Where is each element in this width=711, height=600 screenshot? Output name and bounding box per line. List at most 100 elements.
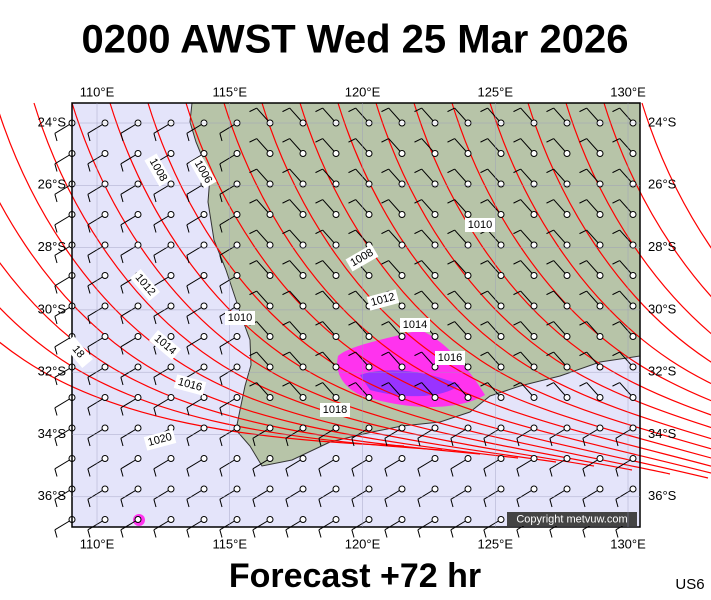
- station: [596, 485, 604, 493]
- barb-flag: [153, 316, 157, 325]
- station: [134, 241, 142, 249]
- station: [530, 485, 538, 493]
- barb-flag: [450, 438, 454, 447]
- isobar-label: 1014: [400, 318, 430, 332]
- barb-flag: [480, 138, 488, 143]
- station: [365, 363, 373, 371]
- barb-flag: [348, 199, 356, 204]
- station: [563, 455, 571, 462]
- barb-flag: [87, 285, 91, 294]
- station: [563, 485, 571, 493]
- barb-flag: [348, 321, 356, 326]
- barb-flag: [381, 260, 389, 265]
- station: [431, 272, 439, 279]
- barb-flag: [414, 199, 422, 204]
- lon-label: 125°E: [477, 536, 513, 551]
- barb-flag: [447, 107, 455, 113]
- barb-flag: [480, 199, 488, 204]
- station: [596, 241, 604, 249]
- station: [233, 516, 241, 523]
- station: [233, 455, 241, 462]
- barb-flag: [285, 529, 289, 538]
- isobar: [489, 102, 711, 385]
- barb-flag: [219, 133, 223, 142]
- barb-flag: [516, 499, 520, 508]
- barb-flag: [546, 260, 554, 265]
- barb-flag: [186, 316, 190, 325]
- station: [167, 455, 175, 462]
- barb-flag: [351, 438, 355, 447]
- station: [299, 363, 307, 371]
- barb-flag: [54, 377, 58, 386]
- station: [464, 272, 472, 279]
- barb-flag: [549, 438, 553, 447]
- lat-label: 26°S: [648, 177, 677, 192]
- barb-flag: [447, 229, 455, 235]
- station: [134, 363, 142, 371]
- barb-flag: [582, 499, 586, 508]
- barb-flag: [546, 107, 554, 113]
- barb-flag: [351, 529, 355, 538]
- station: [266, 455, 274, 462]
- station: [596, 394, 604, 401]
- lon-label: 115°E: [212, 84, 247, 99]
- product-code: US6: [675, 576, 704, 593]
- barb-flag: [285, 438, 289, 447]
- station: [167, 241, 175, 249]
- barb-flag: [219, 346, 223, 355]
- barb-flag: [282, 382, 290, 387]
- barb-flag: [417, 499, 421, 508]
- lat-label: 28°S: [648, 239, 677, 254]
- station: [563, 211, 571, 218]
- station: [596, 302, 604, 310]
- station: [101, 241, 109, 249]
- station: [530, 333, 538, 340]
- barb-flag: [315, 382, 323, 387]
- station: [398, 485, 406, 493]
- barb-flag: [318, 468, 322, 477]
- station: [365, 211, 373, 218]
- barb-flag: [546, 290, 554, 296]
- station: [431, 485, 439, 493]
- barb-flag: [120, 407, 124, 416]
- barb-flag: [579, 260, 587, 265]
- barb-flag: [447, 382, 455, 387]
- barb-flag: [219, 255, 223, 264]
- station: [497, 180, 505, 188]
- station: [134, 180, 142, 188]
- station: [431, 516, 439, 523]
- barb-flag: [87, 316, 91, 325]
- barb-flag: [612, 382, 620, 387]
- barb-flag: [186, 468, 190, 477]
- barb-flag: [87, 346, 91, 355]
- isobar: [109, 102, 671, 475]
- barb-flag: [381, 321, 389, 326]
- station: [332, 424, 340, 432]
- barb-flag: [120, 468, 124, 477]
- station: [299, 485, 307, 493]
- station: [563, 424, 571, 432]
- station: [233, 394, 241, 401]
- barb-flag: [579, 290, 587, 296]
- barb-flag: [612, 107, 620, 113]
- barb-flag: [513, 321, 521, 326]
- station: [134, 394, 142, 401]
- station: [167, 180, 175, 188]
- lat-label: 28°S: [38, 239, 67, 254]
- station: [497, 333, 505, 340]
- station: [464, 333, 472, 340]
- station: [431, 455, 439, 462]
- station: [332, 180, 340, 188]
- barb-flag: [546, 199, 554, 204]
- isobar-label: 1010: [465, 218, 495, 232]
- station: [134, 302, 142, 310]
- isobar-label: 1018: [320, 403, 350, 417]
- station: [233, 180, 241, 188]
- station: [431, 424, 439, 432]
- barb-flag: [480, 321, 488, 326]
- barb-flag: [315, 351, 323, 357]
- barb-flag: [516, 529, 520, 538]
- isobar: [0, 261, 481, 455]
- station: [497, 302, 505, 310]
- barb-flag: [579, 382, 587, 387]
